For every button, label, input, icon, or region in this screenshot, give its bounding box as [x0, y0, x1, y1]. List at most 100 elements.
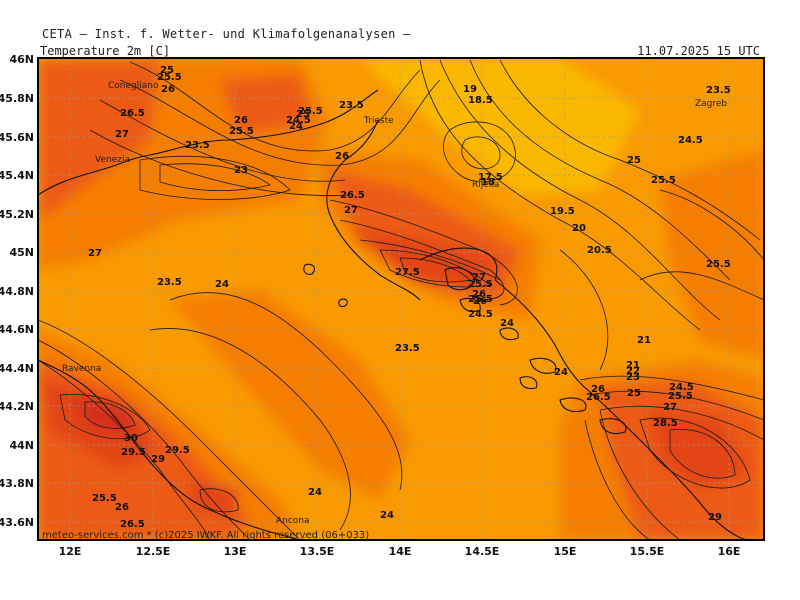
- contour-value-label: 18.5: [468, 95, 493, 106]
- contour-value-label: 26: [115, 502, 129, 513]
- y-tick-label: 45.4N: [0, 169, 34, 182]
- contour-value-label: 26: [473, 296, 487, 307]
- city-label-conegliano: Conegliano: [108, 81, 159, 91]
- contour-value-label: 20.5: [587, 245, 612, 256]
- contour-value-label: 26.5: [586, 392, 611, 403]
- city-labels: Conegliano Venezia Trieste Rijeka Zagreb Rave…: [62, 81, 727, 526]
- map-frame: [37, 57, 765, 541]
- contour-value-label: 29: [151, 454, 165, 465]
- contour-value-label: 25.5: [468, 294, 493, 305]
- contour-value-label: 25.5: [229, 126, 254, 137]
- contour-value-label: 25.5: [668, 391, 693, 402]
- contour-value-label: 23.5: [157, 277, 182, 288]
- city-label-ancona: Ancona: [276, 516, 310, 526]
- contour-value-label: 27: [663, 402, 677, 413]
- contour-value-label: 24: [500, 318, 514, 329]
- variable-label: Temperature_2m [C]: [40, 44, 171, 58]
- contour-value-label: 22: [626, 366, 640, 377]
- contour-value-label: 28.5: [653, 418, 678, 429]
- contour-value-label: 24: [215, 279, 229, 290]
- contour-value-label: 26: [472, 289, 486, 300]
- y-axis-ticks: 46N 45.8N 45.6N 45.4N 45.2N 45N 44.8N 44.6N 44.4…: [0, 53, 34, 529]
- x-tick-label: 13.5E: [300, 545, 335, 558]
- contour-value-label: 20: [572, 223, 586, 234]
- contour-value-label: 24: [554, 367, 568, 378]
- x-tick-label: 15E: [554, 545, 577, 558]
- contour-value-label: 26.5: [340, 190, 365, 201]
- contour-value-label: 27: [115, 129, 129, 140]
- contour-value-label: 24.5: [678, 135, 703, 146]
- contour-value-label: 24.5: [669, 382, 694, 393]
- contour-value-label: 27.5: [395, 267, 420, 278]
- contour-value-label: 27: [88, 248, 102, 259]
- valid-time: 11.07.2025 15 UTC: [637, 44, 760, 58]
- contour-value-label: 27: [472, 272, 486, 283]
- y-tick-label: 44.8N: [0, 285, 34, 298]
- x-tick-label: 15.5E: [630, 545, 665, 558]
- y-tick-label: 44N: [9, 439, 34, 452]
- contour-value-label: 25.5: [157, 72, 182, 83]
- contour-value-label: 25: [627, 155, 641, 166]
- x-tick-label: 14E: [389, 545, 412, 558]
- contour-value-label: 26: [335, 151, 349, 162]
- contour-value-label: 25.5: [468, 279, 493, 290]
- contour-value-label: 26: [234, 115, 248, 126]
- contour-value-label: 21: [637, 335, 651, 346]
- contour-value-label: 25.5: [298, 106, 323, 117]
- contour-value-label: 23.5: [185, 140, 210, 151]
- contour-value-label: 26.5: [120, 519, 145, 530]
- contour-value-label: 26: [591, 384, 605, 395]
- contour-value-label: 25: [296, 109, 310, 120]
- contour-value-label: 25: [160, 65, 174, 76]
- contour-value-label: 29.5: [121, 447, 146, 458]
- contour-value-label: 21: [626, 360, 640, 371]
- footer-credit: meteo-services.com * (c)2025 IWKF. All r…: [42, 530, 369, 541]
- isotherm-contours: [38, 59, 764, 540]
- contour-value-label: 24.5: [286, 115, 311, 126]
- x-tick-label: 12.5E: [136, 545, 171, 558]
- contour-value-label: 25.5: [706, 259, 731, 270]
- contour-labels: 2525.52626.52723.5232625.524.5242525.526…: [88, 65, 731, 530]
- city-label-zagreb: Zagreb: [695, 99, 727, 109]
- contour-value-label: 29: [708, 512, 722, 523]
- contour-value-label: 23.5: [706, 85, 731, 96]
- contour-value-label: 23.5: [395, 343, 420, 354]
- contour-value-label: 24: [380, 510, 394, 521]
- city-label-trieste: Trieste: [363, 116, 394, 126]
- city-label-venezia: Venezia: [95, 155, 130, 165]
- y-tick-label: 46N: [9, 53, 34, 66]
- x-axis-ticks: 12E 12.5E 13E 13.5E 14E 14.5E 15E 15.5E 16E: [59, 545, 741, 558]
- y-tick-label: 44.4N: [0, 362, 34, 375]
- city-label-ravenna: Ravenna: [62, 364, 101, 374]
- contour-value-label: 26.5: [120, 108, 145, 119]
- contour-value-label: 29.5: [165, 445, 190, 456]
- coastline: [38, 89, 751, 540]
- x-tick-label: 14.5E: [465, 545, 500, 558]
- y-tick-label: 44.2N: [0, 400, 34, 413]
- contour-value-label: 18: [481, 177, 495, 188]
- contour-value-label: 30: [124, 433, 138, 444]
- contour-value-label: 27: [344, 205, 358, 216]
- contour-value-label: 26: [161, 84, 175, 95]
- city-label-rijeka: Rijeka: [472, 180, 499, 190]
- contour-value-label: 19: [463, 84, 477, 95]
- y-tick-label: 45.6N: [0, 131, 34, 144]
- contour-value-label: 19.5: [550, 206, 575, 217]
- x-tick-label: 12E: [59, 545, 82, 558]
- contour-value-label: 24: [308, 487, 322, 498]
- contour-value-label: 24.5: [468, 309, 493, 320]
- y-tick-label: 45.2N: [0, 208, 34, 221]
- temperature-field: [38, 58, 764, 540]
- header-title: CETA — Inst. f. Wetter- und Klimafolgena…: [42, 27, 411, 41]
- contour-value-label: 23.5: [339, 100, 364, 111]
- contour-value-label: 17.5: [478, 172, 503, 183]
- contour-value-label: 25.5: [651, 175, 676, 186]
- y-tick-label: 43.8N: [0, 477, 34, 490]
- y-tick-label: 45N: [9, 246, 34, 259]
- contour-value-label: 25: [627, 388, 641, 399]
- contour-value-label: 24: [289, 121, 303, 132]
- y-tick-label: 45.8N: [0, 92, 34, 105]
- y-tick-label: 43.6N: [0, 516, 34, 529]
- contour-value-label: 25.5: [92, 493, 117, 504]
